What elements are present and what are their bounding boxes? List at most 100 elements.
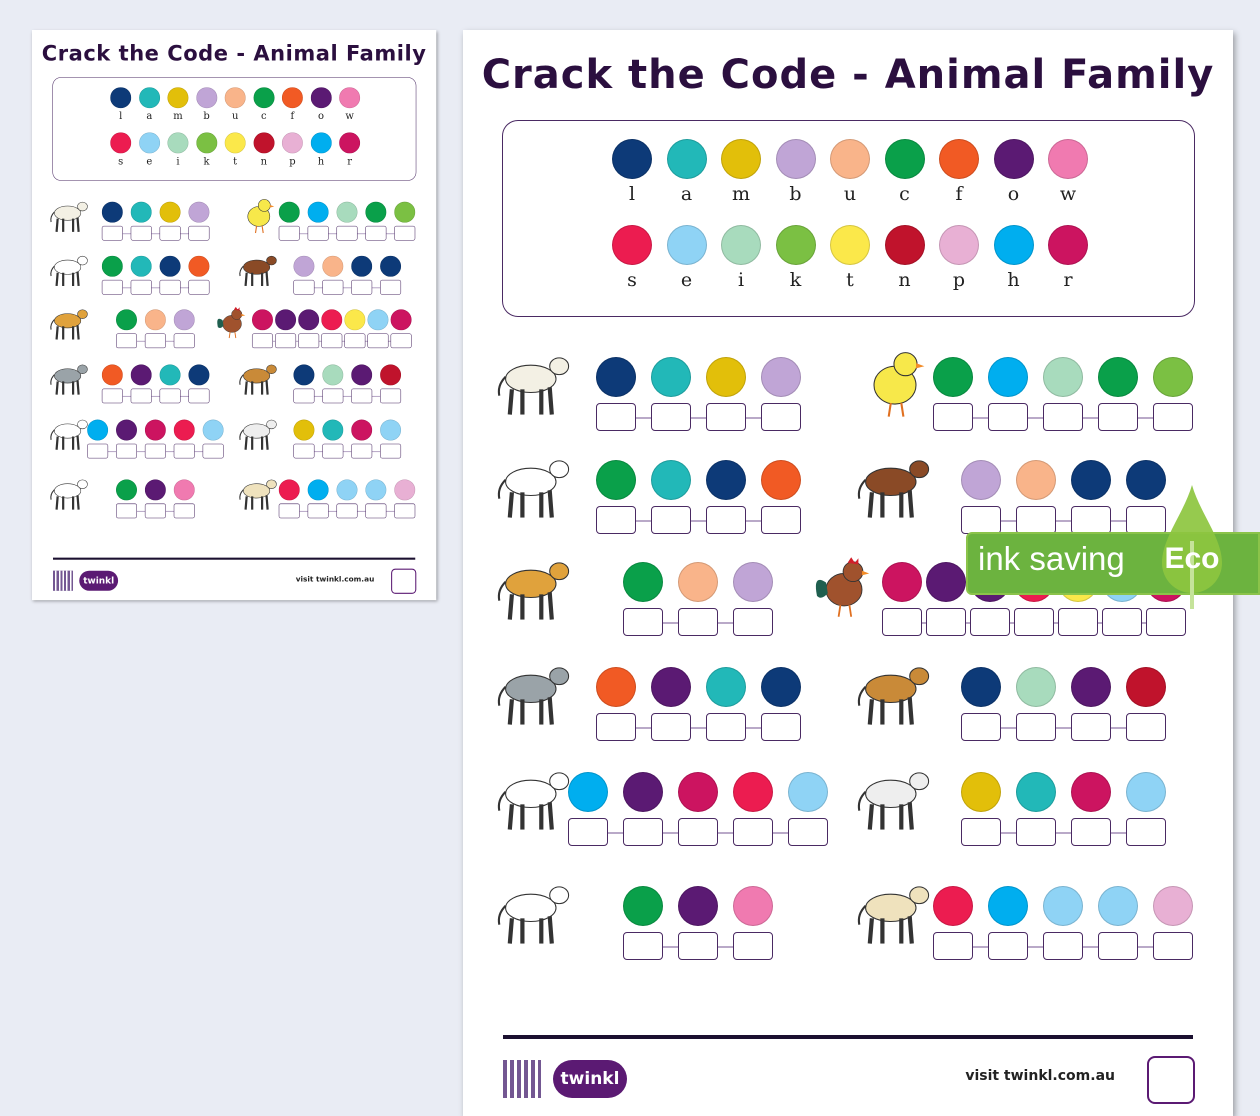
- answer-letter-box[interactable]: [350, 279, 372, 295]
- answer-letter-box[interactable]: [394, 225, 416, 241]
- answer-letter-box[interactable]: [1125, 818, 1166, 846]
- answer-letter-box[interactable]: [678, 818, 718, 846]
- answer-letter-box[interactable]: [322, 443, 344, 459]
- answer-letter-box[interactable]: [733, 818, 773, 846]
- answer-letter-box[interactable]: [988, 932, 1028, 960]
- answer-letter-box[interactable]: [926, 608, 966, 636]
- answer-letter-box[interactable]: [278, 503, 300, 519]
- answer-letter-box[interactable]: [173, 443, 195, 459]
- answer-letter-box[interactable]: [1098, 932, 1138, 960]
- answer-letter-box[interactable]: [650, 506, 691, 534]
- answer-letter-box[interactable]: [116, 503, 137, 519]
- answer-letter-box[interactable]: [1125, 713, 1166, 741]
- answer-letter-box[interactable]: [705, 403, 746, 431]
- answer-letter-box[interactable]: [101, 279, 123, 295]
- answer-letter-box[interactable]: [1070, 506, 1111, 534]
- answer-letter-box[interactable]: [344, 333, 366, 349]
- answer-letter-box[interactable]: [1153, 403, 1193, 431]
- answer-letter-box[interactable]: [733, 608, 773, 636]
- answer-letter-box[interactable]: [379, 279, 401, 295]
- answer-letter-box[interactable]: [251, 333, 273, 349]
- answer-letter-box[interactable]: [1015, 506, 1056, 534]
- answer-letter-box[interactable]: [1153, 932, 1193, 960]
- answer-letter-box[interactable]: [678, 608, 718, 636]
- answer-letter-box[interactable]: [202, 443, 224, 459]
- answer-letter-box[interactable]: [307, 225, 329, 241]
- answer-letter-box[interactable]: [159, 388, 181, 404]
- answer-letter-box[interactable]: [933, 403, 973, 431]
- answer-letter-box[interactable]: [650, 403, 691, 431]
- answer-letter-box[interactable]: [1098, 403, 1138, 431]
- answer-letter-box[interactable]: [130, 225, 152, 241]
- answer-letter-box[interactable]: [130, 388, 152, 404]
- answer-letter-box[interactable]: [1070, 818, 1111, 846]
- answer-letter-box[interactable]: [365, 503, 387, 519]
- answer-letter-box[interactable]: [760, 506, 801, 534]
- answer-letter-box[interactable]: [298, 333, 320, 349]
- answer-letter-box[interactable]: [1070, 713, 1111, 741]
- answer-letter-box[interactable]: [623, 932, 663, 960]
- answer-letter-box[interactable]: [760, 403, 801, 431]
- answer-letter-box[interactable]: [933, 932, 973, 960]
- answer-letter-box[interactable]: [188, 225, 210, 241]
- answer-letter-box[interactable]: [144, 503, 166, 519]
- answer-letter-box[interactable]: [116, 333, 137, 349]
- answer-letter-box[interactable]: [960, 818, 1001, 846]
- answer-letter-box[interactable]: [144, 333, 166, 349]
- answer-letter-box[interactable]: [595, 506, 636, 534]
- answer-letter-box[interactable]: [159, 279, 181, 295]
- answer-letter-box[interactable]: [336, 225, 358, 241]
- answer-letter-box[interactable]: [733, 932, 773, 960]
- answer-letter-box[interactable]: [116, 443, 137, 459]
- answer-letter-box[interactable]: [760, 713, 801, 741]
- answer-letter-box[interactable]: [130, 279, 152, 295]
- answer-letter-box[interactable]: [379, 388, 401, 404]
- answer-letter-box[interactable]: [1015, 713, 1056, 741]
- answer-letter-box[interactable]: [568, 818, 608, 846]
- answer-letter-box[interactable]: [322, 388, 344, 404]
- answer-letter-box[interactable]: [101, 225, 123, 241]
- answer-letter-box[interactable]: [882, 608, 922, 636]
- answer-letter-box[interactable]: [101, 388, 123, 404]
- answer-letter-box[interactable]: [350, 443, 372, 459]
- answer-letter-box[interactable]: [365, 225, 387, 241]
- answer-letter-box[interactable]: [678, 932, 718, 960]
- answer-letter-box[interactable]: [960, 506, 1001, 534]
- answer-letter-box[interactable]: [159, 225, 181, 241]
- answer-letter-box[interactable]: [394, 503, 416, 519]
- answer-letter-box[interactable]: [705, 506, 746, 534]
- answer-letter-box[interactable]: [1015, 818, 1056, 846]
- answer-letter-box[interactable]: [390, 333, 412, 349]
- answer-letter-box[interactable]: [278, 225, 300, 241]
- answer-letter-box[interactable]: [788, 818, 828, 846]
- answer-letter-box[interactable]: [1125, 506, 1166, 534]
- answer-letter-box[interactable]: [293, 443, 315, 459]
- answer-letter-box[interactable]: [705, 713, 746, 741]
- answer-letter-box[interactable]: [188, 388, 210, 404]
- answer-letter-box[interactable]: [293, 388, 315, 404]
- answer-letter-box[interactable]: [322, 279, 344, 295]
- answer-letter-box[interactable]: [1043, 932, 1083, 960]
- answer-letter-box[interactable]: [188, 279, 210, 295]
- answer-letter-box[interactable]: [336, 503, 358, 519]
- answer-letter-box[interactable]: [173, 333, 195, 349]
- answer-letter-box[interactable]: [623, 608, 663, 636]
- answer-letter-box[interactable]: [321, 333, 343, 349]
- answer-letter-box[interactable]: [275, 333, 297, 349]
- answer-letter-box[interactable]: [650, 713, 691, 741]
- answer-letter-box[interactable]: [144, 443, 166, 459]
- answer-letter-box[interactable]: [87, 443, 109, 459]
- answer-letter-box[interactable]: [1058, 608, 1098, 636]
- answer-letter-box[interactable]: [1146, 608, 1186, 636]
- answer-letter-box[interactable]: [293, 279, 315, 295]
- answer-letter-box[interactable]: [595, 713, 636, 741]
- answer-letter-box[interactable]: [1014, 608, 1054, 636]
- answer-letter-box[interactable]: [350, 388, 372, 404]
- answer-letter-box[interactable]: [367, 333, 389, 349]
- worksheet-thumbnail[interactable]: Crack the Code - Animal Family l a m b u c f o w s…: [32, 30, 437, 601]
- answer-letter-box[interactable]: [970, 608, 1010, 636]
- answer-letter-box[interactable]: [307, 503, 329, 519]
- answer-letter-box[interactable]: [595, 403, 636, 431]
- answer-letter-box[interactable]: [1043, 403, 1083, 431]
- answer-letter-box[interactable]: [623, 818, 663, 846]
